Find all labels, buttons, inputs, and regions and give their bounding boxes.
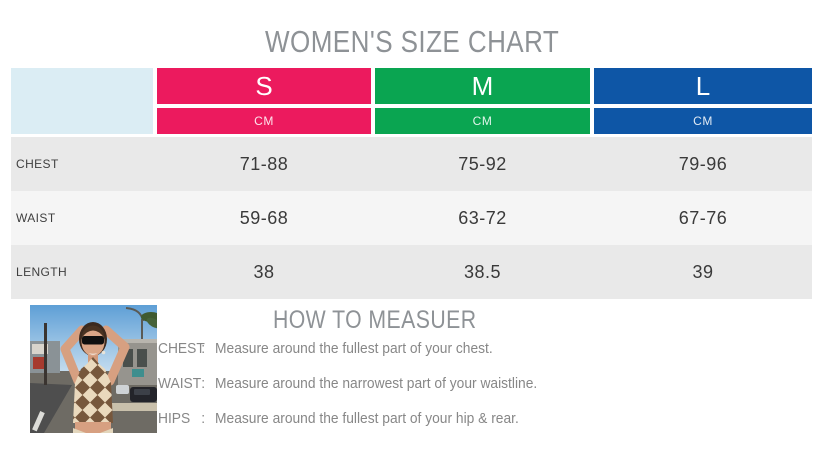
table-row-length: LENGTH 38 38.5 39 — [11, 245, 812, 299]
unit-cell-l: CM — [594, 108, 812, 134]
size-chart-body: CHEST 71-88 75-92 79-96 WAIST 59-68 63-7… — [11, 137, 812, 299]
chest-s-value: 71-88 — [239, 153, 289, 174]
size-chart-table: S M L CM CM CM CHEST 71-88 75-92 79-96 W… — [11, 68, 812, 299]
row-label-waist: WAIST — [16, 211, 56, 225]
row-label-length: LENGTH — [16, 265, 68, 279]
waist-s-value: 59-68 — [239, 207, 289, 228]
corner-cell — [11, 68, 153, 134]
waist-l-value: 67-76 — [678, 207, 728, 228]
model-photo — [30, 305, 157, 433]
waist-m-value: 63-72 — [458, 207, 507, 228]
measure-item-chest: CHEST: Measure around the fullest part of… — [158, 341, 537, 357]
measure-text-chest: Measure around the fullest part of your … — [215, 340, 493, 357]
unit-cell-s: CM — [157, 108, 371, 134]
measure-text-hips: Measure around the fullest part of your … — [215, 410, 519, 427]
measure-item-waist: WAIST: Measure around the narrowest part … — [158, 376, 537, 392]
length-m-value: 38.5 — [463, 261, 502, 282]
unit-cell-m: CM — [375, 108, 590, 134]
chest-l-value: 79-96 — [678, 153, 728, 174]
measure-colon-chest: : — [201, 340, 206, 357]
measure-instructions: CHEST: Measure around the fullest part of… — [158, 341, 537, 446]
measure-label-chest: CHEST — [158, 340, 205, 357]
table-row-chest: CHEST 71-88 75-92 79-96 — [11, 137, 812, 191]
measure-text-waist: Measure around the narrowest part of you… — [215, 375, 538, 392]
page-title: WOMEN'S SIZE CHART — [0, 24, 824, 60]
length-s-value: 38 — [253, 261, 275, 282]
table-row-waist: WAIST 59-68 63-72 67-76 — [11, 191, 812, 245]
how-to-measure-title-text: HOW TO MEASUER — [273, 306, 477, 334]
length-l-value: 39 — [692, 261, 714, 282]
chest-m-value: 75-92 — [458, 153, 507, 174]
size-chart-header: S M L CM CM CM — [11, 68, 812, 134]
measure-label-hips: HIPS — [158, 410, 191, 427]
measure-colon-waist: : — [201, 375, 206, 392]
row-label-chest: CHEST — [16, 157, 59, 171]
size-header-l: L — [594, 68, 812, 104]
how-to-measure-title: HOW TO MEASUER — [145, 306, 605, 335]
page-title-text: WOMEN'S SIZE CHART — [264, 24, 560, 59]
size-header-m: M — [375, 68, 590, 104]
measure-item-hips: HIPS: Measure around the fullest part of … — [158, 411, 537, 427]
measure-colon-hips: : — [201, 410, 206, 427]
measure-label-waist: WAIST — [158, 375, 202, 392]
size-header-s: S — [157, 68, 371, 104]
